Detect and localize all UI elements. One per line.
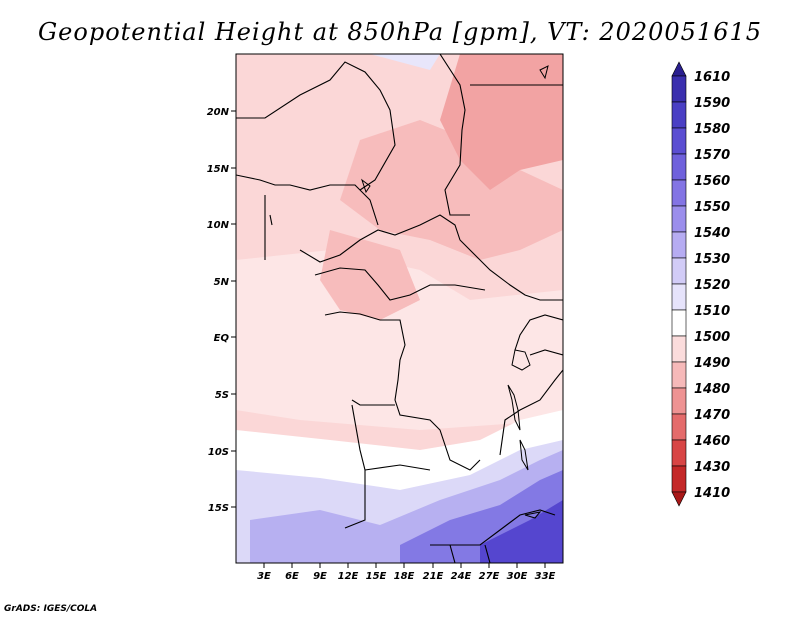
colorbar-box xyxy=(671,465,687,493)
colorbar-label: 1430 xyxy=(694,460,730,475)
colorbar-label: 1560 xyxy=(694,174,730,189)
region-deep-blue xyxy=(480,500,563,563)
colorbar-box xyxy=(671,153,687,181)
lon-label-18e: 18E xyxy=(394,571,415,582)
lon-label-21e: 21E xyxy=(423,571,444,582)
region-northeast-dark xyxy=(440,54,563,190)
lat-label-5s: 5S xyxy=(215,390,229,401)
colorbar-label: 1470 xyxy=(694,408,730,423)
colorbar-label: 1520 xyxy=(694,278,730,293)
colorbar-box xyxy=(671,309,687,337)
lon-label-24e: 24E xyxy=(451,571,472,582)
colorbar-label: 1490 xyxy=(694,356,730,371)
lon-label-9e: 9E xyxy=(313,571,327,582)
lat-ticks xyxy=(231,110,236,508)
colorbar-box xyxy=(671,257,687,285)
colorbar-bottom-arrow xyxy=(671,491,687,507)
colorbar-box xyxy=(671,179,687,207)
colorbar-box xyxy=(671,127,687,155)
country-borders xyxy=(236,54,563,563)
lon-label-12e: 12E xyxy=(338,571,359,582)
map-frame xyxy=(235,53,564,564)
colorbar-label: 1460 xyxy=(694,434,730,449)
colorbar-label: 1610 xyxy=(694,70,730,85)
colorbar-box xyxy=(671,361,687,389)
colorbar-box xyxy=(671,205,687,233)
lat-label-20n: 20N xyxy=(207,107,230,118)
colorbar-label: 1590 xyxy=(694,96,730,111)
colorbar-box xyxy=(671,75,687,103)
region-north-lavender xyxy=(340,54,440,70)
lon-label-27e: 27E xyxy=(479,571,500,582)
lon-label-15e: 15E xyxy=(366,571,387,582)
lat-labels: 20N 15N 10N 5N EQ 5S 10S 15S xyxy=(207,107,230,514)
colorbar-box xyxy=(671,335,687,363)
colorbar-label: 1580 xyxy=(694,122,730,137)
colorbar-label: 1530 xyxy=(694,252,730,267)
colorbar-label: 1480 xyxy=(694,382,730,397)
colorbar-box xyxy=(671,439,687,467)
map-title: Geopotential Height at 850hPa [gpm], VT:… xyxy=(38,18,762,46)
colorbar-labels: 1610 1590 1580 1570 1560 1550 1540 1530 1520 1510… xyxy=(694,70,730,501)
lon-label-3e: 3E xyxy=(257,571,271,582)
colorbar-box xyxy=(671,101,687,129)
lon-label-30e: 30E xyxy=(507,571,528,582)
colorbar-label: 1540 xyxy=(694,226,730,241)
lat-label-eq: EQ xyxy=(214,333,230,344)
colorbar xyxy=(671,61,687,507)
lat-label-5n: 5N xyxy=(214,277,230,288)
colorbar-box xyxy=(671,413,687,441)
region-central-darker-pink xyxy=(340,120,563,260)
lat-label-10s: 10S xyxy=(208,447,229,458)
lat-label-10n: 10N xyxy=(207,220,230,231)
footer-credit: GrADS: IGES/COLA xyxy=(4,604,98,614)
colorbar-box xyxy=(671,283,687,311)
lat-label-15s: 15S xyxy=(208,503,229,514)
lon-labels: 3E 6E 9E 12E 15E 18E 21E 24E 27E 30E 33E xyxy=(257,571,555,582)
colorbar-box xyxy=(671,387,687,415)
lon-ticks xyxy=(263,563,546,568)
colorbar-label: 1510 xyxy=(694,304,730,319)
lat-label-15n: 15N xyxy=(207,164,230,175)
colorbar-box xyxy=(671,231,687,259)
lakes xyxy=(361,65,549,519)
colorbar-label: 1570 xyxy=(694,148,730,163)
region-central-light-pink xyxy=(236,250,563,430)
colorbar-top-arrow xyxy=(671,61,687,77)
colorbar-label: 1500 xyxy=(694,330,730,345)
height-field xyxy=(236,54,563,563)
lon-label-33e: 33E xyxy=(535,571,556,582)
lon-label-6e: 6E xyxy=(285,571,299,582)
colorbar-label: 1410 xyxy=(694,486,730,501)
colorbar-label: 1550 xyxy=(694,200,730,215)
